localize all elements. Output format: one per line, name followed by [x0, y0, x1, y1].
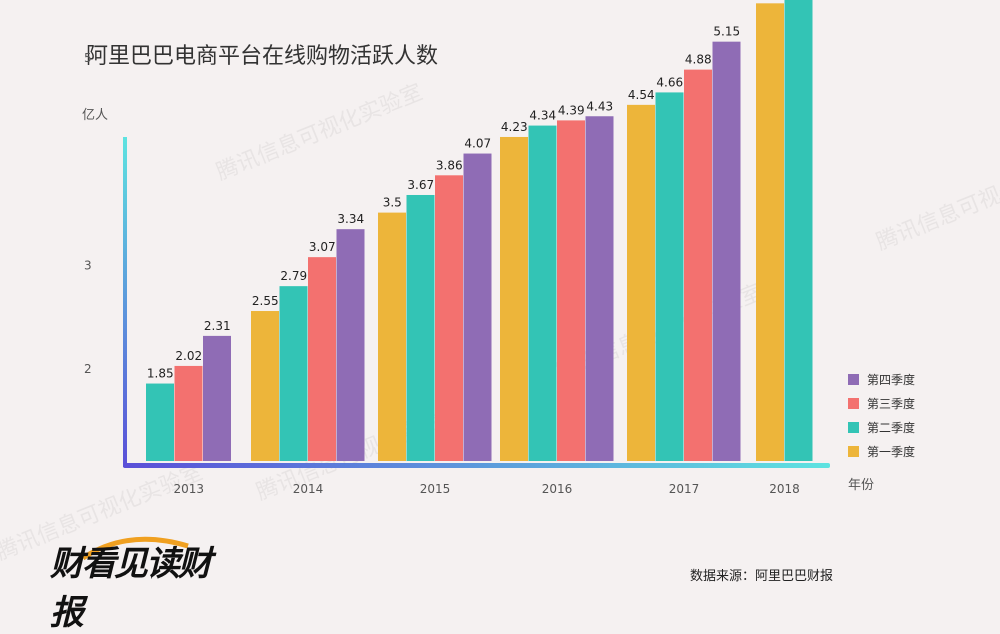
bar-2017-q3 [684, 70, 712, 461]
data-label-2015-q2: 3.67 [407, 178, 434, 192]
brand-text: 财看见读财报 [50, 536, 230, 634]
data-label-2014-q2: 2.79 [280, 269, 307, 283]
legend-label-q3: 第三季度 [867, 395, 915, 412]
data-label-2015-q3: 3.86 [436, 158, 463, 172]
bar-2016-q4 [586, 116, 614, 461]
y-tick-2: 2 [84, 362, 92, 376]
data-label-2016-q2: 4.34 [529, 109, 556, 123]
legend-item-q2: 第二季度 [848, 415, 915, 439]
x-tick-2018: 2018 [769, 482, 800, 496]
data-label-2014-q3: 3.07 [309, 240, 336, 254]
legend-swatch-q4 [848, 374, 859, 385]
bar-2016-q2 [529, 126, 557, 461]
data-label-2013-q3: 2.02 [175, 349, 202, 363]
watermark-text: 腾讯信息可视化实验室 [873, 150, 1000, 256]
data-source: 数据来源：阿里巴巴财报 [690, 565, 833, 584]
bar-2017-q1 [627, 105, 655, 461]
brand-logo: 财看见读财报 [50, 532, 230, 580]
x-tick-2014: 2014 [293, 482, 324, 496]
data-label-2014-q4: 3.34 [337, 212, 364, 226]
bar-2016-q3 [557, 120, 585, 461]
legend-swatch-q2 [848, 422, 859, 433]
legend-label-q4: 第四季度 [867, 371, 915, 388]
x-tick-2017: 2017 [669, 482, 700, 496]
data-label-2015-q1: 3.5 [383, 196, 402, 210]
bar-2014-q2 [280, 286, 308, 461]
data-label-2017-q3: 4.88 [685, 53, 712, 67]
bar-2017-q2 [656, 92, 684, 461]
data-label-2016-q1: 4.23 [501, 120, 528, 134]
legend-label-q2: 第二季度 [867, 419, 915, 436]
data-label-2013-q2: 1.85 [147, 367, 174, 381]
data-label-2017-q2: 4.66 [656, 75, 683, 89]
x-tick-2013: 2013 [173, 482, 204, 496]
y-tick-5: 5 [84, 51, 92, 65]
bar-2013-q4 [203, 336, 231, 461]
bar-2014-q4 [337, 229, 365, 461]
data-label-2016-q4: 4.43 [586, 99, 613, 113]
data-label-2017-q1: 4.54 [628, 88, 655, 102]
bar-2013-q3 [175, 366, 203, 461]
data-label-2013-q4: 2.31 [204, 319, 231, 333]
x-tick-2016: 2016 [542, 482, 573, 496]
legend-swatch-q1 [848, 446, 859, 457]
legend-item-q1: 第一季度 [848, 439, 915, 463]
data-label-2015-q4: 4.07 [464, 137, 491, 151]
legend-swatch-q3 [848, 398, 859, 409]
legend-item-q4: 第四季度 [848, 367, 915, 391]
bar-2017-q4 [713, 42, 741, 461]
bar-2013-q2 [146, 384, 174, 461]
legend: 第四季度第三季度第二季度第一季度 [848, 367, 915, 463]
legend-label-q1: 第一季度 [867, 443, 915, 460]
legend-item-q3: 第三季度 [848, 391, 915, 415]
bar-2018-q2 [785, 0, 813, 461]
bar-2018-q1 [756, 3, 784, 461]
y-tick-3: 3 [84, 258, 92, 272]
y-axis-line [123, 137, 127, 467]
x-axis-line [123, 463, 830, 468]
bar-2014-q3 [308, 257, 336, 461]
bar-2015-q1 [378, 213, 406, 461]
bar-2015-q3 [435, 175, 463, 461]
bar-2015-q2 [407, 195, 435, 461]
x-tick-2015: 2015 [420, 482, 451, 496]
data-label-2016-q3: 4.39 [558, 103, 585, 117]
bar-2016-q1 [500, 137, 528, 461]
bar-2014-q1 [251, 311, 279, 461]
bar-2015-q4 [464, 154, 492, 461]
data-label-2017-q4: 5.15 [713, 25, 740, 39]
data-label-2014-q1: 2.55 [252, 294, 279, 308]
watermark-text: 腾讯信息可视化实验室 [213, 80, 426, 186]
